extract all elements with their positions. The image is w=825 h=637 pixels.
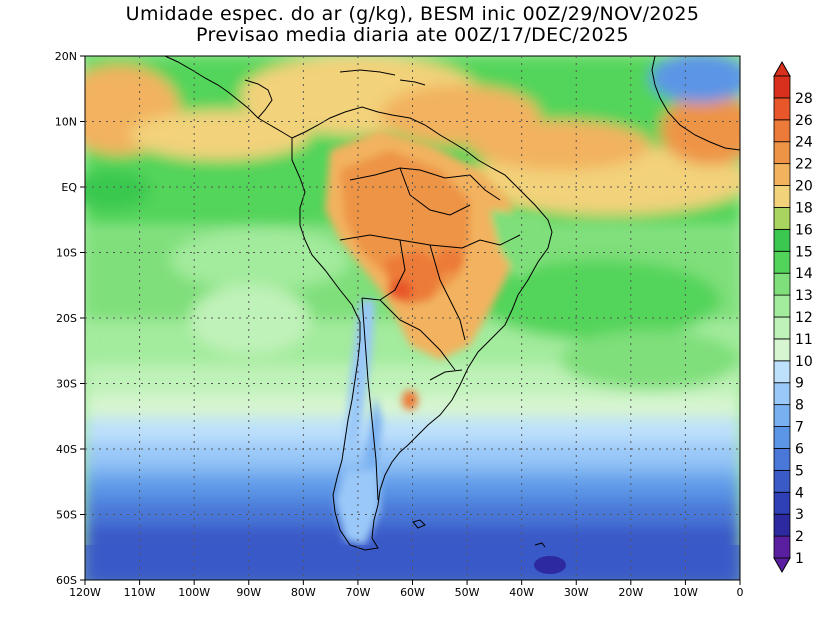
colorbar-label: 1: [795, 551, 804, 567]
colorbar-swatch: [773, 513, 791, 537]
lon-tick-label: 20W: [618, 586, 643, 599]
colorbar-swatch: [773, 119, 791, 143]
lon-tick-label: 50W: [455, 586, 480, 599]
colorbar-swatch: [773, 75, 791, 99]
lat-tick-label: EQ: [61, 181, 77, 194]
lat-tick-label: 10S: [56, 247, 77, 260]
lat-tick-label: 40S: [56, 443, 77, 456]
humidity-field: [85, 56, 740, 580]
colorbar-label: 16: [795, 222, 813, 238]
lon-tick-label: 60W: [400, 586, 425, 599]
lat-tick-label: 30S: [56, 378, 77, 391]
colorbar-label: 5: [795, 463, 804, 479]
colorbar-swatch: [773, 272, 791, 296]
colorbar-label: 22: [795, 157, 813, 173]
longitude-labels: 120W 110W 100W 90W 80W 70W 60W 50W 40W 30W 20W 10W 0: [69, 580, 744, 599]
colorbar-label: 6: [795, 441, 804, 457]
colorbar-swatch: [773, 469, 791, 493]
lon-tick-label: 10W: [673, 586, 698, 599]
colorbar-label: 18: [795, 200, 813, 216]
coastlines: [164, 55, 741, 551]
colorbar-min-triangle: [773, 557, 791, 574]
lon-tick-label: 40W: [509, 586, 534, 599]
lat-tick-label: 60S: [56, 574, 77, 587]
colorbar-swatch: [773, 535, 791, 559]
lon-tick-label: 30W: [564, 586, 589, 599]
lon-tick-label: 0: [737, 586, 744, 599]
colorbar-swatch: [773, 491, 791, 515]
colorbar-swatch: [773, 207, 791, 230]
colorbar-swatch: [773, 316, 791, 340]
colorbar-swatch: [773, 360, 791, 384]
colorbar-label: 7: [795, 420, 804, 436]
lon-tick-label: 80W: [291, 586, 316, 599]
lon-tick-label: 90W: [236, 586, 261, 599]
colorbar-label: 8: [795, 398, 804, 414]
colorbar-label: 15: [795, 244, 813, 260]
colorbar-max-triangle: [773, 60, 791, 77]
colorbar-swatch: [773, 382, 791, 406]
colorbar-label: 3: [795, 507, 804, 523]
lat-tick-label: 10N: [55, 116, 77, 129]
colorbar-label: 11: [795, 332, 813, 348]
colorbar-label: 26: [795, 113, 813, 129]
colorbar-label: 13: [795, 288, 813, 304]
colorbar-label: 10: [795, 354, 813, 370]
colorbar-swatch: [773, 338, 791, 362]
colorbar-label: 2: [795, 529, 804, 545]
colorbar-label: 12: [795, 310, 813, 326]
colorbar-swatch: [773, 185, 791, 208]
colorbar-swatch: [773, 163, 791, 186]
colorbar-label: 20: [795, 179, 813, 195]
colorbar-label: 14: [795, 266, 813, 282]
colorbar-swatch: [773, 250, 791, 274]
lon-tick-label: 120W: [69, 586, 101, 599]
colorbar-label: 9: [795, 376, 804, 392]
map-title: Umidade espec. do ar (g/kg), BESM inic 0…: [125, 3, 700, 25]
lon-tick-label: 110W: [124, 586, 156, 599]
lon-tick-label: 100W: [178, 586, 210, 599]
colorbar-label: 24: [795, 135, 813, 151]
map-subtitle: Previsao media diaria ate 00Z/17/DEC/202…: [196, 24, 629, 46]
colorbar-swatch: [773, 141, 791, 165]
colorbar-swatch: [773, 228, 791, 252]
lon-tick-label: 70W: [345, 586, 370, 599]
lat-tick-label: 50S: [56, 509, 77, 522]
latitude-labels: 20N 10N EQ 10S 20S 30S 40S 50S 60S: [55, 50, 85, 587]
colorbar-label: 28: [795, 91, 813, 107]
colorbar-swatch: [773, 294, 791, 318]
colorbar-swatch: [773, 426, 791, 449]
colorbar-swatch: [773, 97, 791, 121]
colorbar-swatch: [773, 404, 791, 427]
colorbar-label: 4: [795, 485, 804, 501]
lat-tick-label: 20S: [56, 312, 77, 325]
colorbar-swatch: [773, 448, 791, 471]
lat-tick-label: 20N: [55, 50, 77, 63]
